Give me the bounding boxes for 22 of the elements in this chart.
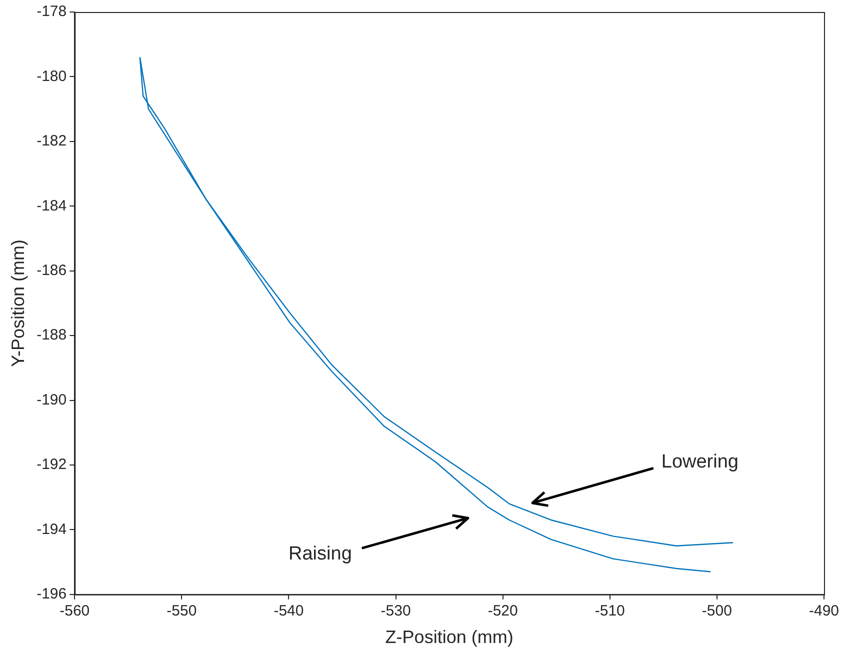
x-tick-label: -540 (274, 602, 304, 620)
y-tick-label: -182 (36, 132, 67, 150)
y-tick-label: -190 (36, 391, 67, 408)
y-tick-label: -184 (36, 197, 67, 214)
x-tick-label: -560 (60, 602, 90, 620)
x-tick-label: -510 (594, 602, 625, 620)
y-tick-label: -192 (36, 456, 67, 474)
x-tick-label: -550 (166, 602, 197, 620)
x-tick-label: -520 (488, 602, 518, 620)
annotation: Raising (288, 543, 352, 564)
y-tick-label: -178 (36, 3, 67, 20)
y-tick-label: -194 (36, 520, 67, 538)
x-tick-label: -530 (380, 602, 411, 620)
x-axis-title: Z-Position (mm) (385, 627, 514, 648)
y-tick-label: -186 (36, 262, 67, 279)
y-tick-label: -180 (36, 68, 67, 85)
annotation: Lowering (661, 451, 738, 472)
y-tick-label: -188 (36, 326, 67, 344)
y-tick-label: -196 (36, 586, 67, 603)
x-tick-label: -490 (808, 602, 840, 620)
x-tick-label: -500 (702, 602, 732, 620)
y-axis-title: Y-Position (mm) (8, 240, 28, 367)
